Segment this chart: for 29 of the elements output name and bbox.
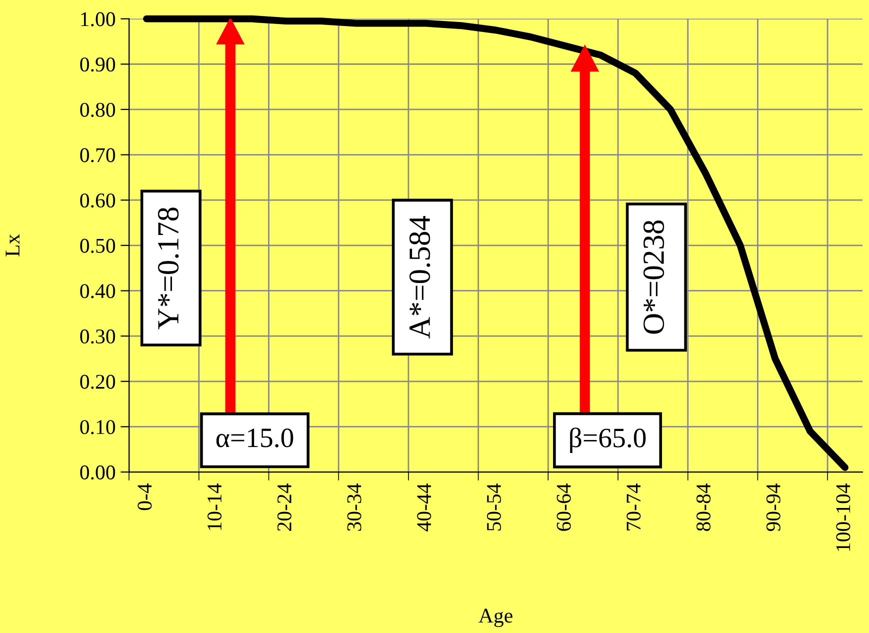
x-tick-label: 100-104 [836,483,850,551]
annotation: α=15.0 [216,428,294,448]
y-tick-label: 0.50 [80,238,116,253]
x-tick-label: 0-4 [138,483,152,510]
x-tick-label: 30-34 [347,483,362,531]
x-tick-label: 50-54 [486,483,501,531]
y-tick-label: 0.10 [80,420,116,434]
x-tick-label: 10-14 [208,483,222,530]
x-tick-label: 40-44 [417,483,432,532]
y-tick-label: 0.80 [80,102,116,117]
y-tick-label: 0.60 [80,193,116,208]
y-axis-title: Lx [6,234,20,256]
x-tick-label: 70-74 [626,483,641,530]
y-tick-label: 0.70 [80,148,116,162]
annotation: Y*=0.178 [158,208,179,330]
y-tick-label: 1.00 [81,12,116,26]
y-tick-label: 0.90 [80,57,116,72]
y-tick-label: 0.40 [80,284,116,298]
x-tick-label: 60-64 [556,483,571,531]
annotation: O*=0238 [643,220,664,334]
x-axis-title: Age [478,608,512,628]
annotation: A*=0.584 [409,216,430,338]
x-tick-label: 90-94 [766,483,780,532]
x-tick-label: 20-24 [277,483,292,531]
x-tick-label: 80-84 [696,483,711,531]
y-tick-label: 0.30 [80,329,116,344]
y-tick-label: 0.00 [80,465,116,480]
annotation: β=65.0 [570,428,646,454]
y-tick-label: 0.20 [80,374,116,389]
